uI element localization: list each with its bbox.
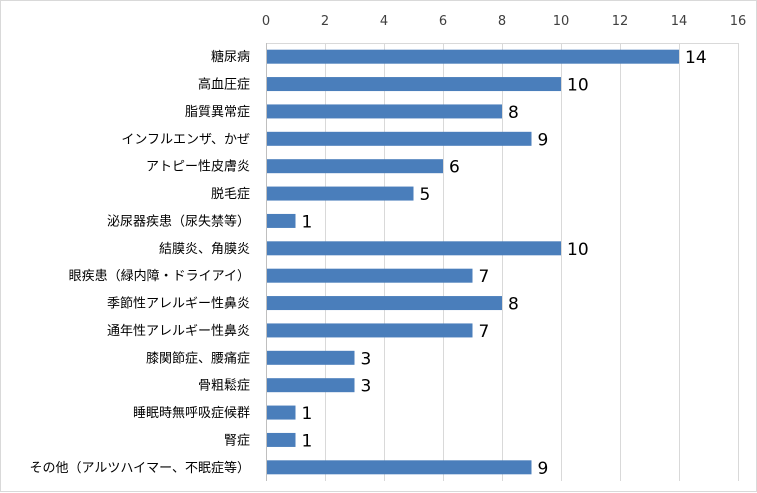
bar (266, 131, 532, 146)
data-label: 1 (302, 431, 313, 451)
x-tick-label: 10 (553, 14, 570, 29)
category-label: 通年性アレルギー性鼻炎 (107, 323, 250, 339)
x-tick-label: 6 (439, 14, 447, 29)
bar (266, 213, 296, 228)
data-label: 8 (508, 103, 519, 123)
bar (266, 432, 296, 447)
data-label: 8 (508, 295, 519, 315)
bar (266, 323, 473, 338)
category-label: インフルエンザ、かぜ (121, 132, 250, 147)
bar (266, 378, 355, 393)
data-label: 9 (538, 130, 549, 150)
category-label: その他（アルツハイマー、不眠症等） (30, 460, 250, 476)
category-label: 眼疾患（緑内障・ドライアイ） (69, 268, 250, 284)
x-tick-label: 16 (730, 14, 747, 29)
bar (266, 460, 532, 475)
bar (266, 241, 561, 256)
x-tick-label: 4 (380, 14, 388, 29)
category-label: 脂質異常症 (185, 105, 250, 120)
data-label: 9 (538, 459, 549, 479)
category-label: 結膜炎、角膜炎 (159, 242, 250, 257)
bar (266, 49, 679, 64)
data-label: 3 (361, 349, 372, 369)
x-tick-label: 8 (498, 14, 506, 29)
category-label: 睡眠時無呼吸症候群 (133, 406, 250, 421)
bar (266, 77, 561, 92)
bar (266, 405, 296, 420)
data-label: 6 (449, 158, 460, 178)
bar (266, 296, 502, 311)
category-label: アトピー性皮膚炎 (146, 159, 250, 175)
bar (266, 159, 443, 174)
data-label: 1 (302, 404, 313, 424)
x-tick-label: 2 (321, 14, 329, 29)
category-label: 骨粗鬆症 (198, 379, 250, 394)
x-tick-label: 0 (262, 14, 270, 29)
x-tick-label: 14 (671, 14, 688, 29)
category-label: 脱毛症 (211, 187, 250, 202)
data-label: 3 (361, 377, 372, 397)
data-label: 7 (479, 267, 490, 287)
x-tick-label: 12 (612, 14, 629, 29)
data-label: 1 (302, 212, 313, 232)
data-label: 14 (685, 48, 707, 68)
data-label: 10 (567, 76, 589, 96)
bar (266, 104, 502, 119)
bar (266, 186, 414, 201)
category-label: 膝関節症、腰痛症 (146, 350, 250, 366)
category-label: 季節性アレルギー性鼻炎 (107, 296, 250, 312)
category-label: 高血圧症 (198, 77, 250, 93)
category-label: 糖尿病 (211, 49, 250, 65)
bar (266, 350, 355, 365)
data-label: 7 (479, 322, 490, 342)
bar (266, 268, 473, 283)
category-label: 腎症 (224, 433, 250, 448)
category-label: 泌尿器疾患（尿失禁等） (107, 213, 250, 229)
data-label: 10 (567, 240, 589, 260)
data-label: 5 (420, 185, 431, 205)
